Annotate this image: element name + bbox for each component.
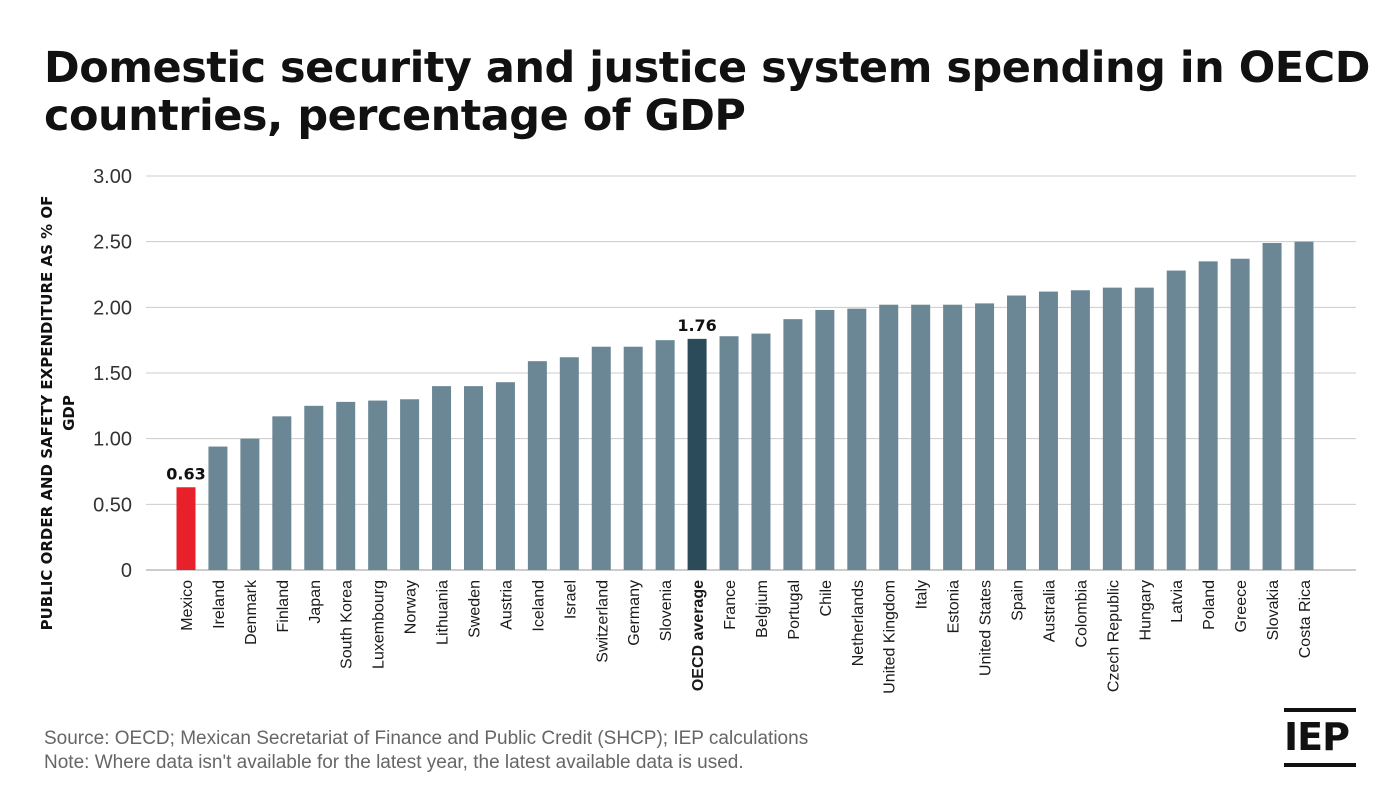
bar-czech-republic [1102, 287, 1122, 570]
bar-italy [911, 304, 931, 570]
x-tick-label: Switzerland [594, 580, 611, 663]
bar-mexico [176, 487, 196, 570]
bar-united-kingdom [879, 304, 899, 570]
x-tick-label: Poland [1201, 580, 1218, 630]
source-note: Source: OECD; Mexican Secretariat of Fin… [44, 728, 809, 749]
y-tick-label: 2.00 [93, 297, 132, 319]
bar-portugal [783, 319, 803, 570]
y-tick-label: 3.00 [93, 166, 132, 188]
bar-israel [559, 357, 579, 570]
x-tick-label: Japan [307, 580, 324, 624]
bar-germany [623, 346, 643, 570]
bar-switzerland [591, 346, 611, 570]
x-tick-label: France [722, 580, 739, 630]
bar-austria [495, 382, 515, 570]
x-tick-label: Colombia [1073, 580, 1090, 648]
bar-norway [400, 399, 420, 570]
bar-estonia [943, 304, 963, 570]
bar-australia [1038, 291, 1058, 570]
logo-text: IEP [1284, 715, 1350, 759]
x-tick-label: Chile [818, 580, 835, 617]
x-tick-label: Luxembourg [371, 580, 388, 669]
bar-chart: 0 0.50 1.00 1.50 2.00 2.50 3.00 Mexico Ireland D… [93, 166, 1356, 694]
x-tick-label: Estonia [946, 580, 963, 633]
y-tick-label: 0 [121, 560, 132, 582]
footer: Source: OECD; Mexican Secretariat of Fin… [44, 727, 808, 775]
x-tick-label: OECD average [690, 580, 707, 691]
bar-oecd-average [687, 338, 707, 570]
bar-united-states [975, 303, 995, 570]
x-tick-label: Czech Republic [1105, 580, 1122, 692]
x-tick-label: Denmark [243, 579, 260, 645]
bar-iceland [527, 361, 547, 570]
bar-denmark [240, 438, 260, 570]
x-tick-label: Costa Rica [1297, 580, 1314, 658]
data-label: 0.63 [166, 464, 205, 483]
data-label: 1.76 [677, 316, 716, 335]
bar-netherlands [847, 308, 867, 570]
x-tick-label: Sweden [466, 580, 483, 638]
y-tick-label: 1.00 [93, 429, 132, 451]
logo-bottom-rule [1284, 763, 1356, 767]
x-tick-label: Germany [626, 580, 643, 646]
data-note: Note: Where data isn't available for the… [44, 752, 744, 773]
x-tick-label: South Korea [339, 580, 356, 669]
y-axis-ticks: 0 0.50 1.00 1.50 2.00 2.50 3.00 [93, 166, 132, 582]
iep-logo: IEP [1284, 708, 1358, 767]
x-tick-label: Finland [275, 580, 292, 632]
x-tick-label: Israel [562, 580, 579, 619]
x-tick-label: Austria [498, 580, 515, 630]
x-tick-label: Latvia [1169, 580, 1186, 623]
x-tick-label: Netherlands [850, 580, 867, 666]
x-axis-labels: Mexico Ireland Denmark Finland Japan South Ko… [179, 579, 1314, 694]
bar-slovakia [1262, 242, 1282, 571]
y-axis-label: PUBLIC ORDER AND SAFETY EXPENDITURE AS %… [38, 195, 78, 631]
bar-finland [272, 416, 292, 570]
logo-top-rule [1284, 708, 1356, 712]
x-tick-label: Lithuania [435, 580, 452, 645]
bar-poland [1198, 261, 1218, 570]
bar-slovenia [655, 340, 675, 570]
bar-france [719, 336, 739, 570]
y-tick-label: 1.50 [93, 363, 132, 385]
bar-sweden [463, 386, 483, 570]
bar-latvia [1166, 270, 1186, 570]
x-tick-label: Slovenia [658, 580, 675, 641]
bar-costa-rica [1294, 241, 1314, 570]
x-tick-label: Iceland [530, 580, 547, 632]
x-tick-label: United Kingdom [882, 580, 899, 694]
bar-greece [1230, 258, 1250, 570]
bar-south-korea [336, 401, 356, 570]
x-tick-label: Mexico [179, 580, 196, 631]
bar-ireland [208, 446, 228, 570]
bar-belgium [751, 333, 771, 570]
chart-title: Domestic security and justice system spe… [44, 43, 1370, 141]
x-tick-label: Italy [914, 580, 931, 609]
bar-hungary [1134, 287, 1154, 570]
bar-luxembourg [368, 400, 388, 570]
x-tick-label: Slovakia [1265, 580, 1282, 641]
x-tick-label: Portugal [786, 580, 803, 640]
x-tick-label: Belgium [754, 580, 771, 638]
bar-japan [304, 405, 324, 570]
x-tick-label: Greece [1233, 580, 1250, 633]
x-tick-label: Ireland [211, 580, 228, 629]
x-tick-label: Australia [1041, 580, 1058, 642]
bar-lithuania [432, 386, 452, 570]
bar-spain [1007, 295, 1027, 570]
bars [176, 241, 1314, 571]
y-tick-label: 0.50 [93, 494, 132, 516]
x-tick-label: Hungary [1137, 580, 1154, 640]
y-tick-label: 2.50 [93, 232, 132, 254]
bar-chile [815, 309, 835, 570]
bar-colombia [1070, 290, 1090, 570]
data-labels: 0.63 1.76 [166, 316, 717, 483]
x-tick-label: Norway [403, 580, 420, 634]
x-tick-label: United States [978, 580, 995, 676]
x-tick-label: Spain [1010, 580, 1027, 621]
